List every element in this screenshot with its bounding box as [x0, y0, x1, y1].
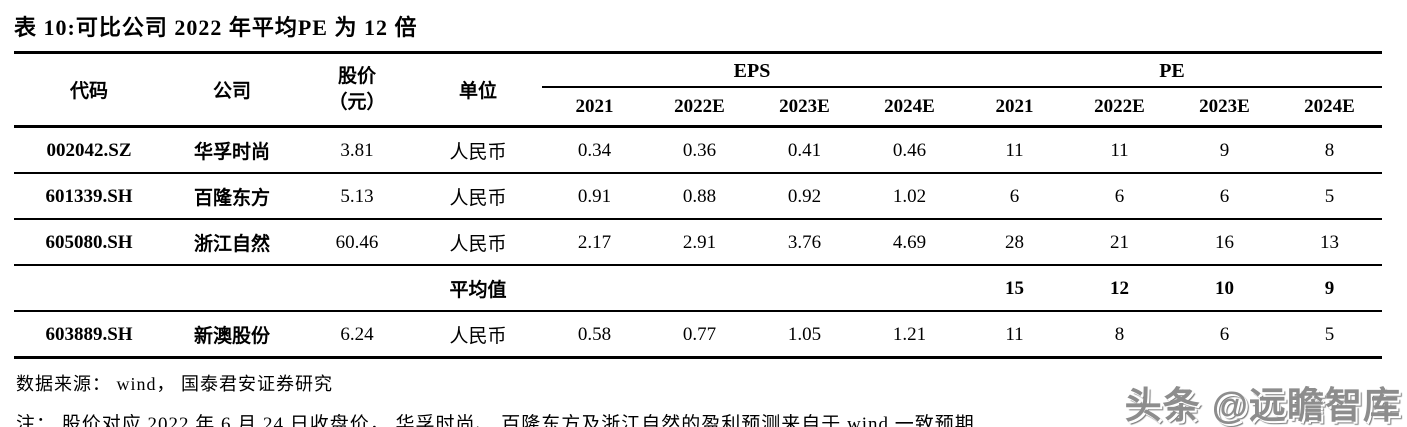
comparable-companies-table: 代码 公司 股价 （元） 单位 EPS PE 2021 2022E 2023E … — [14, 51, 1382, 359]
cell-unit: 人民币 — [414, 311, 542, 359]
header-pe-2024e: 2024E — [1277, 87, 1382, 128]
watermark: 头条 @远瞻智库 — [1124, 385, 1401, 426]
cell-code: 002042.SZ — [14, 126, 164, 174]
header-pe-2022e: 2022E — [1067, 87, 1172, 128]
cell-eps — [542, 265, 647, 312]
cell-pe: 6 — [962, 173, 1067, 220]
cell-company: 浙江自然 — [164, 219, 300, 266]
cell-pe: 6 — [1172, 311, 1277, 359]
cell-eps: 2.91 — [647, 219, 752, 266]
cell-company: 新澳股份 — [164, 311, 300, 359]
cell-eps: 0.41 — [752, 126, 857, 174]
cell-eps: 0.46 — [857, 126, 962, 174]
header-unit: 单位 — [414, 52, 542, 128]
cell-pe: 16 — [1172, 219, 1277, 266]
cell-eps: 2.17 — [542, 219, 647, 266]
cell-eps: 0.92 — [752, 173, 857, 220]
cell-unit: 人民币 — [414, 173, 542, 220]
cell-price: 3.81 — [300, 126, 414, 174]
header-eps-2021: 2021 — [542, 87, 647, 128]
header-eps-2022e: 2022E — [647, 87, 752, 128]
cell-code: 601339.SH — [14, 173, 164, 220]
table-row: 605080.SH 浙江自然 60.46 人民币 2.17 2.91 3.76 … — [14, 219, 1382, 266]
cell-code — [14, 265, 164, 312]
cell-eps — [752, 265, 857, 312]
header-price-line1: 股价 — [337, 65, 376, 87]
cell-price: 5.13 — [300, 173, 414, 220]
header-eps-2023e: 2023E — [752, 87, 857, 128]
cell-pe: 9 — [1277, 265, 1382, 312]
cell-pe: 10 — [1172, 265, 1277, 312]
cell-code: 603889.SH — [14, 311, 164, 359]
table-row: 601339.SH 百隆东方 5.13 人民币 0.91 0.88 0.92 1… — [14, 173, 1382, 220]
cell-pe: 6 — [1172, 173, 1277, 220]
cell-eps — [857, 265, 962, 312]
header-eps-2024e: 2024E — [857, 87, 962, 128]
table-row: 002042.SZ 华孚时尚 3.81 人民币 0.34 0.36 0.41 0… — [14, 126, 1382, 174]
cell-pe: 5 — [1277, 311, 1382, 359]
header-group-pe: PE — [962, 52, 1382, 88]
cell-pe: 13 — [1277, 219, 1382, 266]
cell-price: 60.46 — [300, 219, 414, 266]
cell-eps: 0.58 — [542, 311, 647, 359]
cell-eps: 0.88 — [647, 173, 752, 220]
cell-pe: 15 — [962, 265, 1067, 312]
cell-company: 华孚时尚 — [164, 126, 300, 174]
header-price-line2: （元） — [328, 91, 386, 113]
data-source-note: 数据来源： wind， 国泰君安证券研究 — [16, 374, 333, 394]
table-body: 002042.SZ 华孚时尚 3.81 人民币 0.34 0.36 0.41 0… — [14, 126, 1382, 359]
footnote: 注： 股价对应 2022 年 6 月 24 日收盘价， 华孚时尚、 百隆东方及浙… — [16, 414, 975, 427]
cell-pe: 8 — [1067, 311, 1172, 359]
cell-eps — [647, 265, 752, 312]
cell-eps: 1.02 — [857, 173, 962, 220]
cell-eps: 1.05 — [752, 311, 857, 359]
cell-unit: 人民币 — [414, 126, 542, 174]
cell-eps: 0.77 — [647, 311, 752, 359]
cell-pe: 11 — [962, 126, 1067, 174]
cell-pe: 8 — [1277, 126, 1382, 174]
cell-pe: 12 — [1067, 265, 1172, 312]
cell-company — [164, 265, 300, 312]
cell-pe: 11 — [962, 311, 1067, 359]
header-pe-2023e: 2023E — [1172, 87, 1277, 128]
cell-eps: 0.36 — [647, 126, 752, 174]
cell-pe: 6 — [1067, 173, 1172, 220]
cell-price: 6.24 — [300, 311, 414, 359]
cell-pe: 5 — [1277, 173, 1382, 220]
table-row: 603889.SH 新澳股份 6.24 人民币 0.58 0.77 1.05 1… — [14, 311, 1382, 359]
cell-pe: 21 — [1067, 219, 1172, 266]
cell-pe: 28 — [962, 219, 1067, 266]
cell-eps: 4.69 — [857, 219, 962, 266]
header-group-eps: EPS — [542, 52, 962, 88]
cell-price — [300, 265, 414, 312]
header-code: 代码 — [14, 52, 164, 128]
cell-average-label: 平均值 — [414, 265, 542, 312]
cell-eps: 3.76 — [752, 219, 857, 266]
cell-pe: 9 — [1172, 126, 1277, 174]
cell-unit: 人民币 — [414, 219, 542, 266]
cell-eps: 0.91 — [542, 173, 647, 220]
cell-eps: 1.21 — [857, 311, 962, 359]
table-header: 代码 公司 股价 （元） 单位 EPS PE 2021 2022E 2023E … — [14, 52, 1382, 128]
cell-company: 百隆东方 — [164, 173, 300, 220]
cell-code: 605080.SH — [14, 219, 164, 266]
header-price: 股价 （元） — [300, 52, 414, 128]
cell-eps: 0.34 — [542, 126, 647, 174]
table-title: 表 10:可比公司 2022 年平均PE 为 12 倍 — [14, 15, 418, 40]
header-pe-2021: 2021 — [962, 87, 1067, 128]
table-row-average: 平均值 15 12 10 9 — [14, 265, 1382, 312]
header-company: 公司 — [164, 52, 300, 128]
cell-pe: 11 — [1067, 126, 1172, 174]
